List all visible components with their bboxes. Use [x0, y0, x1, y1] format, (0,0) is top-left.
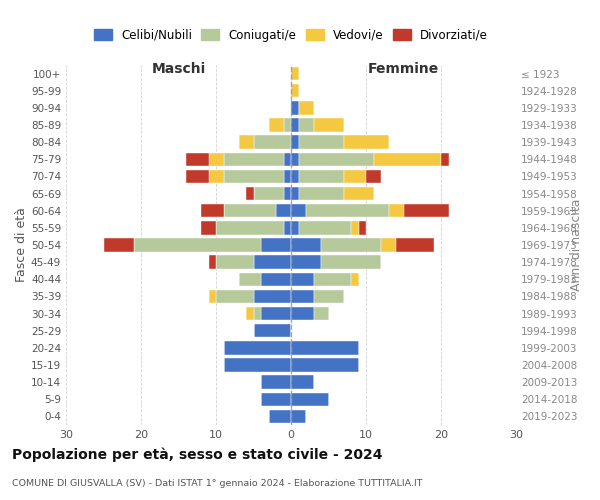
Bar: [299, 152, 373, 166]
Bar: [314, 272, 351, 286]
Bar: [284, 221, 291, 234]
Bar: [343, 187, 373, 200]
Bar: [104, 238, 133, 252]
Bar: [209, 152, 223, 166]
Bar: [284, 152, 291, 166]
Bar: [246, 307, 254, 320]
Bar: [239, 272, 261, 286]
Bar: [291, 67, 299, 80]
Bar: [291, 170, 299, 183]
Bar: [291, 358, 359, 372]
Bar: [299, 170, 343, 183]
Y-axis label: Anni di nascita: Anni di nascita: [570, 198, 583, 291]
Bar: [351, 272, 359, 286]
Bar: [209, 290, 216, 303]
Bar: [284, 187, 291, 200]
Legend: Celibi/Nubili, Coniugati/e, Vedovi/e, Divorziati/e: Celibi/Nubili, Coniugati/e, Vedovi/e, Di…: [89, 24, 493, 46]
Bar: [261, 238, 291, 252]
Bar: [314, 290, 343, 303]
Bar: [291, 376, 314, 389]
Bar: [291, 410, 306, 423]
Y-axis label: Fasce di età: Fasce di età: [15, 208, 28, 282]
Bar: [351, 221, 359, 234]
Bar: [216, 221, 284, 234]
Bar: [441, 152, 449, 166]
Bar: [254, 307, 261, 320]
Bar: [216, 256, 254, 269]
Bar: [291, 392, 329, 406]
Bar: [223, 170, 284, 183]
Bar: [201, 221, 216, 234]
Bar: [254, 256, 291, 269]
Bar: [396, 238, 433, 252]
Bar: [299, 221, 351, 234]
Bar: [291, 256, 321, 269]
Bar: [291, 101, 299, 114]
Text: COMUNE DI GIUSVALLA (SV) - Dati ISTAT 1° gennaio 2024 - Elaborazione TUTTITALIA.: COMUNE DI GIUSVALLA (SV) - Dati ISTAT 1°…: [12, 478, 422, 488]
Bar: [261, 376, 291, 389]
Bar: [223, 341, 291, 354]
Bar: [299, 187, 343, 200]
Bar: [223, 204, 276, 218]
Bar: [133, 238, 261, 252]
Bar: [291, 341, 359, 354]
Bar: [314, 307, 329, 320]
Bar: [321, 238, 381, 252]
Text: Popolazione per età, sesso e stato civile - 2024: Popolazione per età, sesso e stato civil…: [12, 448, 383, 462]
Bar: [299, 101, 314, 114]
Bar: [291, 272, 314, 286]
Bar: [343, 136, 389, 149]
Bar: [291, 307, 314, 320]
Bar: [223, 358, 291, 372]
Bar: [291, 84, 299, 98]
Bar: [284, 170, 291, 183]
Bar: [254, 187, 284, 200]
Bar: [321, 256, 381, 269]
Bar: [291, 136, 299, 149]
Bar: [254, 290, 291, 303]
Bar: [269, 118, 284, 132]
Bar: [209, 170, 223, 183]
Bar: [291, 290, 314, 303]
Bar: [291, 187, 299, 200]
Bar: [381, 238, 396, 252]
Bar: [254, 136, 291, 149]
Bar: [186, 170, 209, 183]
Bar: [261, 392, 291, 406]
Bar: [306, 204, 389, 218]
Bar: [373, 152, 441, 166]
Bar: [186, 152, 209, 166]
Bar: [246, 187, 254, 200]
Bar: [299, 136, 343, 149]
Bar: [261, 307, 291, 320]
Bar: [343, 170, 366, 183]
Bar: [201, 204, 223, 218]
Bar: [291, 204, 306, 218]
Bar: [291, 238, 321, 252]
Bar: [299, 118, 314, 132]
Text: Maschi: Maschi: [151, 62, 206, 76]
Bar: [284, 118, 291, 132]
Bar: [239, 136, 254, 149]
Bar: [209, 256, 216, 269]
Text: Femmine: Femmine: [368, 62, 439, 76]
Bar: [366, 170, 381, 183]
Bar: [216, 290, 254, 303]
Bar: [269, 410, 291, 423]
Bar: [291, 118, 299, 132]
Bar: [359, 221, 366, 234]
Bar: [291, 221, 299, 234]
Bar: [223, 152, 284, 166]
Bar: [261, 272, 291, 286]
Bar: [254, 324, 291, 338]
Bar: [389, 204, 404, 218]
Bar: [291, 152, 299, 166]
Bar: [276, 204, 291, 218]
Bar: [404, 204, 449, 218]
Bar: [314, 118, 343, 132]
